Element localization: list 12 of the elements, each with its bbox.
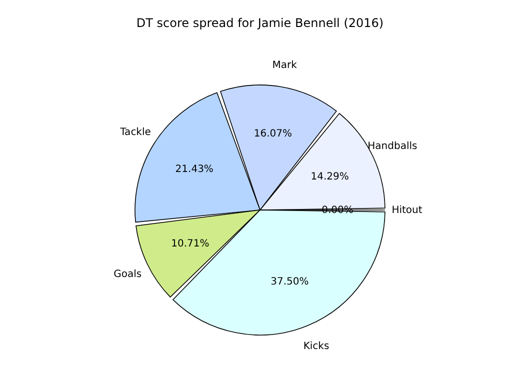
slice-label: Handballs [368,141,418,152]
slice-label: Mark [272,60,298,72]
chart-title: DT score spread for Jamie Bennell (2016) [136,16,384,30]
slice-label: Kicks [303,340,330,352]
data-label: 10.71% [171,238,210,250]
data-label: 21.43% [175,164,214,175]
slice-label: Goals [114,268,142,280]
category-label: Hitout [392,205,422,216]
data-label: 16.07% [254,128,292,140]
data-label: 37.50% [270,276,309,288]
data-label: 14.29% [310,171,349,182]
slice-label: Tackle [119,126,151,138]
